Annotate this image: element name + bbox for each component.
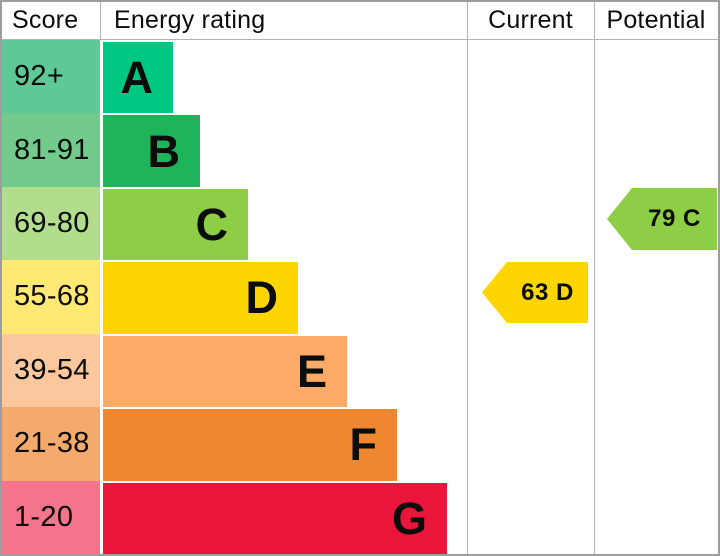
band-letter: D [245, 272, 279, 324]
score-range-cell: 55-68 [2, 260, 100, 334]
score-range-cell: 21-38 [2, 407, 100, 481]
band-letter: E [296, 345, 327, 397]
potential-column-divider [594, 2, 595, 554]
band-bar: F [103, 407, 397, 481]
band-bar: E [103, 333, 347, 408]
band-bar: A [103, 40, 173, 114]
band-letter: F [349, 419, 378, 471]
potential-rating-arrow: 79 C [607, 188, 717, 250]
band-row-c: 69-80 C [2, 186, 718, 261]
band-row-e: 39-54 E [2, 333, 718, 408]
energy-rating-column-header: Energy rating [114, 6, 266, 34]
band-letter: B [147, 125, 181, 177]
band-bar: C [103, 186, 248, 261]
potential-column-header: Potential [606, 6, 706, 34]
score-range-cell: 1-20 [2, 480, 100, 554]
score-range-cell: 69-80 [2, 186, 100, 261]
score-range-cell: 81-91 [2, 113, 100, 187]
current-column-header: Current [488, 6, 573, 34]
score-column-header: Score [12, 6, 79, 34]
band-bar: B [103, 113, 200, 187]
band-rows: 92+ A 81-91 B 69-80 C 55-68 D 39-54 E 21… [2, 40, 718, 554]
score-range-cell: 39-54 [2, 333, 100, 408]
current-column-divider [467, 2, 468, 554]
band-row-d: 55-68 D [2, 260, 718, 334]
current-rating-label: 63 D [521, 278, 574, 306]
band-row-g: 1-20 G [2, 480, 718, 554]
band-letter: G [391, 492, 427, 544]
band-row-a: 92+ A [2, 40, 718, 114]
potential-rating-label: 79 C [648, 205, 701, 232]
band-row-b: 81-91 B [2, 113, 718, 187]
band-bar: D [103, 260, 298, 334]
band-bar: G [103, 480, 447, 554]
header-divider [2, 39, 718, 40]
band-row-f: 21-38 F [2, 407, 718, 481]
score-column-divider [100, 2, 101, 40]
score-range-cell: 92+ [2, 40, 100, 114]
band-letter: C [195, 199, 229, 251]
band-letter: A [120, 52, 154, 104]
current-rating-arrow: 63 D [482, 262, 588, 323]
